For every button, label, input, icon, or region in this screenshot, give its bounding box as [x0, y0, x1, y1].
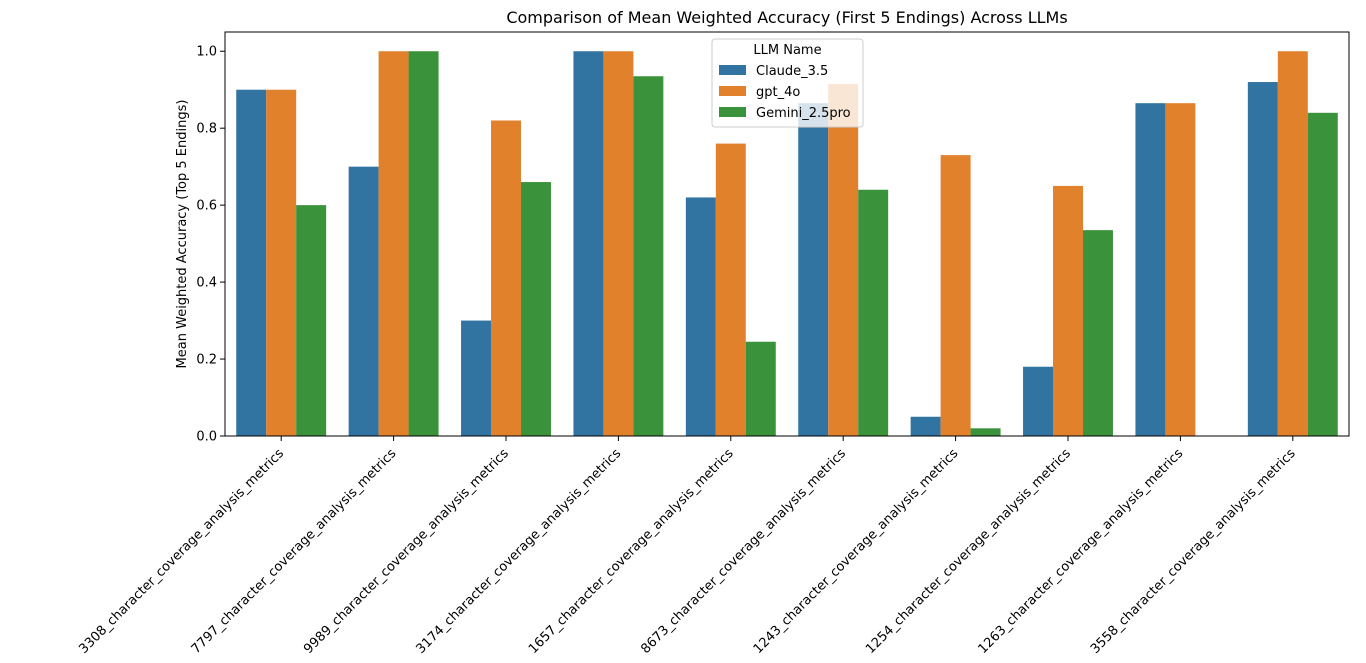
bar-claude-3-5-3 [461, 320, 492, 436]
x-tick-label: 3558_character_coverage_analysis_metrics [1088, 446, 1299, 657]
legend-title: LLM Name [753, 43, 821, 58]
x-tick-label: 3308_character_coverage_analysis_metrics [76, 446, 287, 657]
x-tick-label: 1263_character_coverage_analysis_metrics [976, 446, 1187, 657]
bar-claude-3-5-2 [348, 166, 379, 436]
bar-claude-3-5-5 [685, 197, 716, 436]
legend-box [711, 38, 864, 128]
bar-gpt-4o-2 [378, 51, 409, 436]
bar-gemini-2-5pro-8 [1082, 230, 1113, 436]
x-tick-label: 9989_character_coverage_analysis_metrics [301, 446, 512, 657]
bar-gpt-4o-3 [491, 120, 521, 436]
plot-frame [224, 31, 1350, 437]
bar-gpt-4o-5 [715, 143, 746, 437]
bar-gpt-4o-8 [1053, 185, 1083, 436]
legend-label: Claude_3.5 [756, 64, 828, 79]
bar-claude-3-5-10 [1247, 82, 1278, 437]
bar-gemini-2-5pro-4 [633, 76, 664, 436]
bar-gemini-2-5pro-10 [1307, 112, 1338, 437]
y-tick-label: 0.4 [196, 276, 217, 291]
bar-claude-3-5-1 [236, 89, 267, 436]
chart-title: Comparison of Mean Weighted Accuracy (Fi… [506, 8, 1067, 27]
x-tick-label: 1243_character_coverage_analysis_metrics [751, 446, 962, 657]
x-tick-label: 1657_character_coverage_analysis_metrics [526, 446, 737, 657]
legend-label: Gemini_2.5pro [756, 106, 851, 121]
bar-gemini-2-5pro-2 [408, 51, 439, 436]
y-axis-label: Mean Weighted Accuracy (Top 5 Endings) [175, 100, 190, 369]
y-tick-label: 0.6 [196, 199, 217, 214]
bar-gpt-4o-1 [266, 89, 297, 436]
bar-gpt-4o-4 [603, 51, 634, 436]
legend-items: Claude_3.5 gpt_4o Gemini_2.5pro [719, 64, 851, 121]
bar-gemini-2-5pro-3 [520, 182, 551, 436]
legend-label: gpt_4o [756, 85, 800, 100]
legend-swatch [719, 86, 746, 96]
bar-claude-3-5-6 [798, 103, 829, 436]
bar-gemini-2-5pro-1 [296, 205, 327, 436]
bar-gpt-4o-10 [1277, 51, 1308, 436]
y-tick-label: 0.2 [196, 353, 217, 368]
bar-claude-3-5-8 [1023, 366, 1054, 436]
bar-gpt-4o-7 [940, 155, 971, 436]
legend-swatch [719, 107, 746, 117]
y-tick-label: 1.0 [196, 45, 217, 60]
x-tick-label: 7797_character_coverage_analysis_metrics [189, 446, 400, 657]
bar-gemini-2-5pro-5 [745, 341, 776, 436]
bars-layer [236, 51, 1338, 437]
legend-swatch [719, 65, 746, 75]
bar-gpt-4o-9 [1165, 103, 1196, 436]
y-tick-label: 0.0 [196, 430, 217, 445]
bar-gemini-2-5pro-6 [858, 189, 889, 436]
y-tick-label: 0.8 [196, 122, 217, 137]
legend: LLM Name Claude_3.5 gpt_4o Gemini_2.5pro [711, 38, 864, 128]
x-tick-label: 3174_character_coverage_analysis_metrics [414, 446, 625, 657]
bar-claude-3-5-9 [1135, 103, 1166, 436]
bar-claude-3-5-4 [573, 51, 604, 436]
bar-gemini-2-5pro-7 [970, 428, 1001, 436]
x-tick-label: 8673_character_coverage_analysis_metrics [638, 446, 849, 657]
bar-claude-3-5-7 [910, 416, 941, 436]
bar-gpt-4o-6 [828, 83, 859, 436]
x-tick-label: 1254_character_coverage_analysis_metrics [863, 446, 1074, 657]
